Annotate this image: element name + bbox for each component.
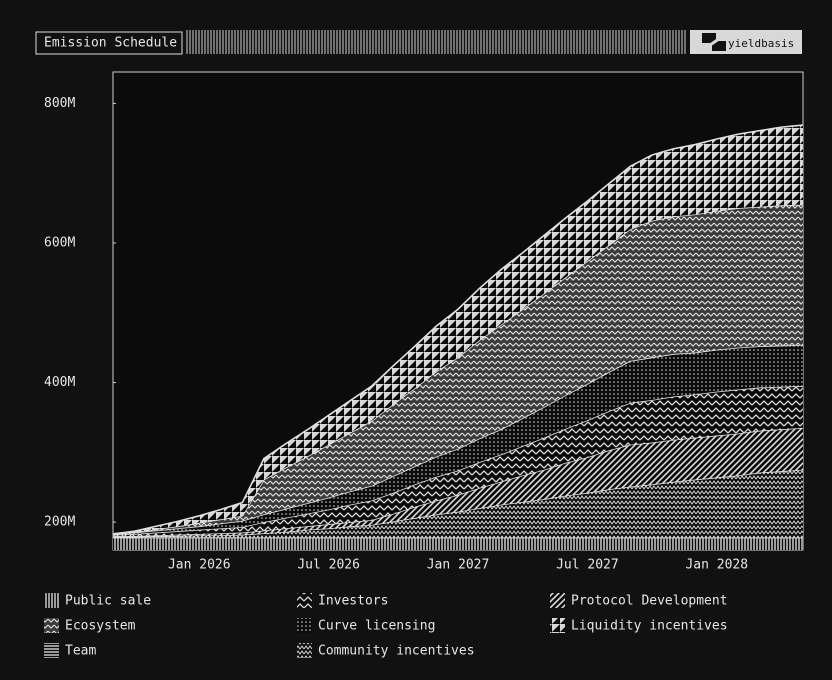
area <box>113 427 803 537</box>
legend-swatch <box>550 618 565 633</box>
y-tick-label: 800M <box>44 96 75 111</box>
y-tick-label: 400M <box>44 375 75 390</box>
legend-label: Community incentives <box>318 644 475 659</box>
legend-swatch <box>44 618 59 633</box>
legend-swatch <box>297 593 312 608</box>
legend-label: Investors <box>318 594 388 609</box>
legend-swatch <box>550 593 565 608</box>
area <box>113 386 803 537</box>
x-tick-label: Jan 2027 <box>427 558 490 573</box>
area <box>113 344 803 535</box>
y-tick-label: 200M <box>44 515 75 530</box>
legend-label: Liquidity incentives <box>571 619 728 634</box>
x-tick-label: Jul 2026 <box>297 558 360 573</box>
chart-title: Emission Schedule <box>44 36 177 51</box>
legend-swatch <box>44 643 59 658</box>
x-tick-label: Jan 2028 <box>685 558 748 573</box>
legend-swatch <box>297 643 312 658</box>
barcode <box>186 30 686 54</box>
legend-swatch <box>297 618 312 633</box>
x-tick-label: Jan 2026 <box>168 558 231 573</box>
legend-label: Public sale <box>65 594 151 609</box>
legend-label: Curve licensing <box>318 619 435 634</box>
area <box>113 125 803 534</box>
legend-label: Team <box>65 644 96 659</box>
legend-label: Protocol Development <box>571 594 728 609</box>
y-tick-label: 600M <box>44 235 75 250</box>
brand-name: yieldbasis <box>728 37 794 50</box>
area-outline <box>112 124 804 535</box>
area <box>113 537 803 550</box>
brand-logo-cut <box>699 32 727 54</box>
legend-label: Ecosystem <box>65 619 136 634</box>
legend-swatch <box>44 593 59 608</box>
x-tick-label: Jul 2027 <box>556 558 619 573</box>
area <box>113 204 803 534</box>
areas <box>112 124 804 550</box>
title-box <box>35 31 183 55</box>
